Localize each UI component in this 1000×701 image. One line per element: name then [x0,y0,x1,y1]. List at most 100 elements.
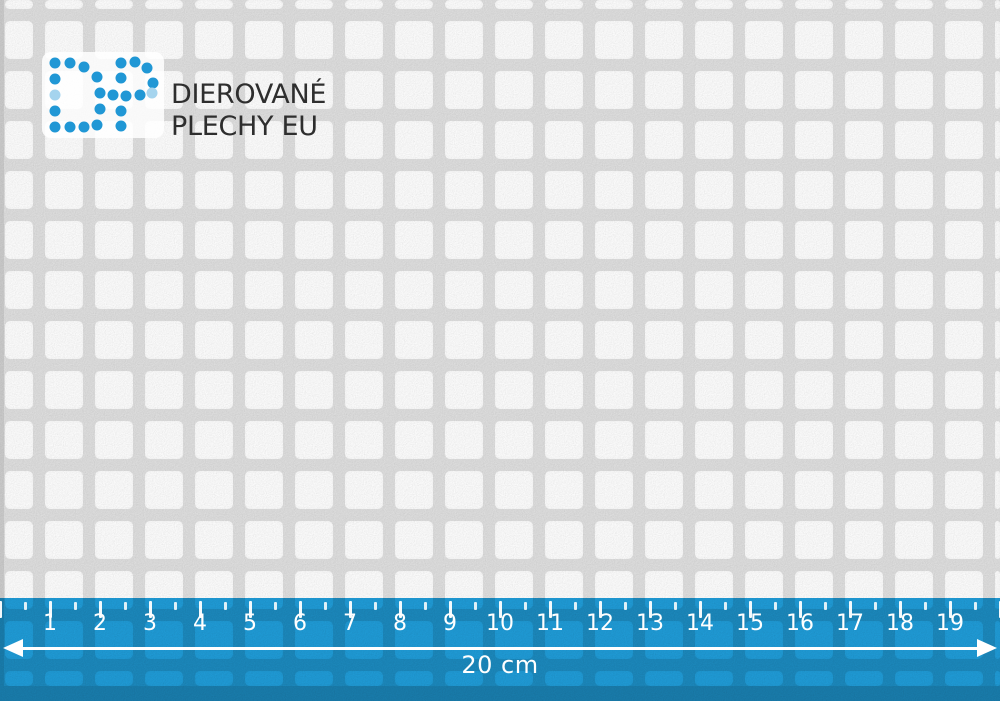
sheet-hole [745,171,783,209]
sheet-hole [245,471,283,509]
sheet-hole [845,521,883,559]
sheet-hole [845,21,883,59]
sheet-hole [245,521,283,559]
sheet-hole [695,421,733,459]
sheet-hole [145,271,183,309]
logo-dot [64,57,76,69]
ruler-major-tick [598,601,602,618]
sheet-hole [695,71,733,109]
sheet-hole [545,71,583,109]
sheet-hole [345,321,383,359]
sheet-hole [5,521,33,559]
sheet-hole [845,121,883,159]
sheet-hole [945,471,983,509]
ruler-major-tick [348,601,352,618]
ruler-number: 6 [293,611,307,636]
sheet-hole [445,421,483,459]
sheet-hole [795,521,833,559]
sheet-hole [595,421,633,459]
sheet-hole [395,121,433,159]
sheet-hole [545,321,583,359]
ruler-minor-tick [323,602,327,610]
sheet-hole [495,321,533,359]
sheet-hole [545,371,583,409]
sheet-hole [295,521,333,559]
sheet-hole [945,21,983,59]
sheet-hole [745,421,783,459]
sheet-hole [845,171,883,209]
sheet-hole [795,321,833,359]
sheet-hole [995,71,1000,109]
ruler-number: 12 [586,611,614,636]
ruler-number: 9 [443,611,457,636]
sheet-hole [645,171,683,209]
logo-dot [107,89,119,101]
sheet-hole [845,321,883,359]
sheet-hole [445,271,483,309]
sheet-hole [845,0,883,9]
ruler: 20 cm 1 2 3 4 5 6 7 8 9 10 11 12 13 14 15 16 17 18 19 [0,598,1000,701]
sheet-hole [395,171,433,209]
sheet-hole [645,0,683,9]
sheet-hole [745,271,783,309]
sheet-left-edge [0,0,4,701]
sheet-hole [945,321,983,359]
ruler-minor-tick [473,602,477,610]
sheet-hole [845,371,883,409]
sheet-hole [495,121,533,159]
ruler-total-label: 20 cm [461,651,539,679]
sheet-hole [645,521,683,559]
sheet-hole [845,71,883,109]
sheet-hole [5,0,33,9]
sheet-hole [995,121,1000,159]
ruler-minor-tick [873,602,877,610]
logo-dot [94,103,106,115]
sheet-hole [695,471,733,509]
sheet-hole [895,321,933,359]
sheet-hole [345,0,383,9]
sheet-hole [145,471,183,509]
ruler-number: 14 [686,611,714,636]
arrow-right-icon [977,639,997,657]
sheet-hole [395,21,433,59]
ruler-minor-tick [723,602,727,610]
ruler-markings: 20 cm 1 2 3 4 5 6 7 8 9 10 11 12 13 14 15 16 17 18 19 [0,598,1000,701]
sheet-hole [45,421,83,459]
logo-text-line2: PLECHY EU [171,111,318,142]
sheet-hole [45,521,83,559]
ruler-major-tick [248,601,252,618]
sheet-hole [895,221,933,259]
sheet-hole [445,71,483,109]
sheet-hole [645,271,683,309]
ruler-minor-tick [523,602,527,610]
sheet-hole [645,121,683,159]
ruler-major-tick [198,601,202,618]
sheet-hole [645,21,683,59]
ruler-minor-tick [773,602,777,610]
sheet-hole [595,371,633,409]
sheet-hole [545,471,583,509]
sheet-hole [795,21,833,59]
ruler-number: 17 [836,611,864,636]
logo-dot [141,62,153,74]
ruler-minor-tick [423,602,427,610]
sheet-hole [145,0,183,9]
sheet-hole [895,521,933,559]
logo-dot [120,90,132,102]
sheet-hole [395,521,433,559]
ruler-major-tick [448,601,452,618]
sheet-hole [645,71,683,109]
sheet-hole [995,21,1000,59]
sheet-hole [545,0,583,9]
ruler-major-tick [748,601,752,618]
ruler-number: 19 [936,611,964,636]
sheet-hole [545,21,583,59]
sheet-hole [945,0,983,9]
sheet-hole [295,171,333,209]
sheet-hole [95,0,133,9]
ruler-number: 13 [636,611,664,636]
sheet-hole [245,21,283,59]
sheet-hole [895,471,933,509]
logo-dot [115,57,127,69]
sheet-hole [745,221,783,259]
